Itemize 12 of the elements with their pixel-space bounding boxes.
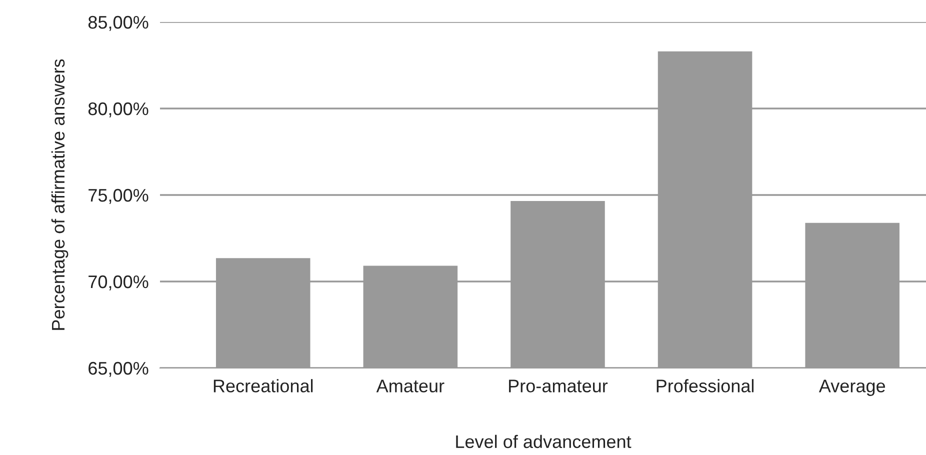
y-tick-label: 65,00% [88,362,148,377]
y-tick-label: 80,00% [88,102,148,118]
x-axis-title: Level of advancement [456,434,632,448]
x-tick-label: Recreational [214,379,313,392]
y-axis-title: Percentage of affirmative answers [51,59,68,330]
x-tick-label: Pro-amateur [509,380,608,392]
x-tick-label: Professional [656,379,754,392]
y-tick-label: 85,00% [88,16,148,31]
x-tick-label: Amateur [376,380,444,392]
y-tick-label: 70,00% [88,275,148,290]
y-tick-label: 75,00% [88,188,148,204]
x-tick-label: Average [818,380,886,396]
